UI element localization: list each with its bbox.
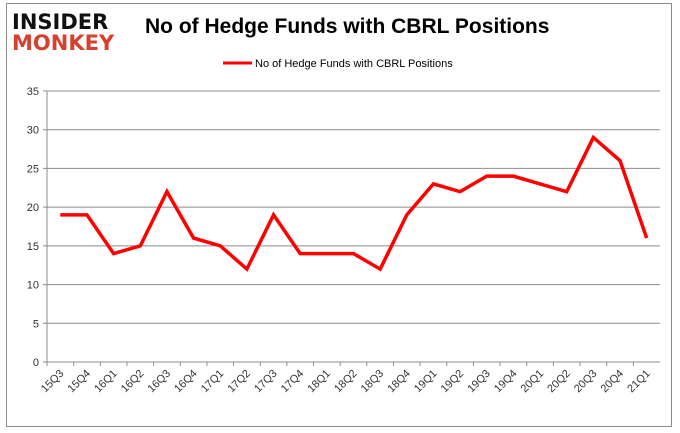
x-tick-label: 15Q4: [66, 368, 94, 396]
legend: No of Hedge Funds with CBRL Positions: [223, 58, 453, 70]
x-tick-label: 17Q4: [279, 368, 307, 396]
x-tick-label: 17Q1: [199, 368, 227, 396]
logo-line2: MONKEY: [12, 31, 115, 55]
y-tick-label: 10: [27, 280, 39, 292]
x-tick-label: 20Q1: [519, 368, 547, 396]
y-tick-label: 30: [27, 125, 39, 137]
x-tick-label: 20Q2: [545, 368, 573, 396]
x-tick-label: 19Q1: [412, 368, 440, 396]
y-tick-label: 15: [27, 241, 39, 253]
x-tick-label: 19Q4: [492, 368, 520, 396]
y-tick-label: 20: [27, 202, 39, 214]
logo-line1: INSIDER: [12, 10, 109, 34]
x-tick-label: 21Q1: [625, 368, 653, 396]
x-tick-label: 16Q2: [119, 368, 147, 396]
x-tick-label: 19Q2: [439, 368, 467, 396]
x-tick-label: 18Q1: [305, 368, 333, 396]
x-tick-label: 17Q2: [225, 368, 253, 396]
x-tick-label: 16Q1: [92, 368, 120, 396]
insider-monkey-logo: INSIDER MONKEY: [12, 12, 114, 54]
x-tick-label: 20Q4: [599, 368, 627, 396]
x-tick-label: 15Q3: [39, 368, 67, 396]
x-tick-label: 17Q3: [252, 368, 280, 396]
chart-frame: [6, 3, 672, 427]
y-tick-label: 35: [27, 86, 39, 98]
x-tick-label: 18Q4: [385, 368, 413, 396]
y-tick-label: 25: [27, 163, 39, 175]
x-tick-label: 18Q2: [332, 368, 360, 396]
x-tick-label: 16Q4: [172, 368, 200, 396]
chart-title: No of Hedge Funds with CBRL Positions: [145, 15, 550, 38]
x-tick-label: 16Q3: [146, 368, 174, 396]
y-tick-label: 0: [33, 357, 39, 369]
legend-label: No of Hedge Funds with CBRL Positions: [255, 58, 453, 70]
x-tick-label: 20Q3: [572, 368, 600, 396]
x-tick-label: 19Q3: [465, 368, 493, 396]
x-tick-label: 18Q3: [359, 368, 387, 396]
y-tick-label: 5: [33, 318, 39, 330]
series-line: [60, 134, 649, 272]
